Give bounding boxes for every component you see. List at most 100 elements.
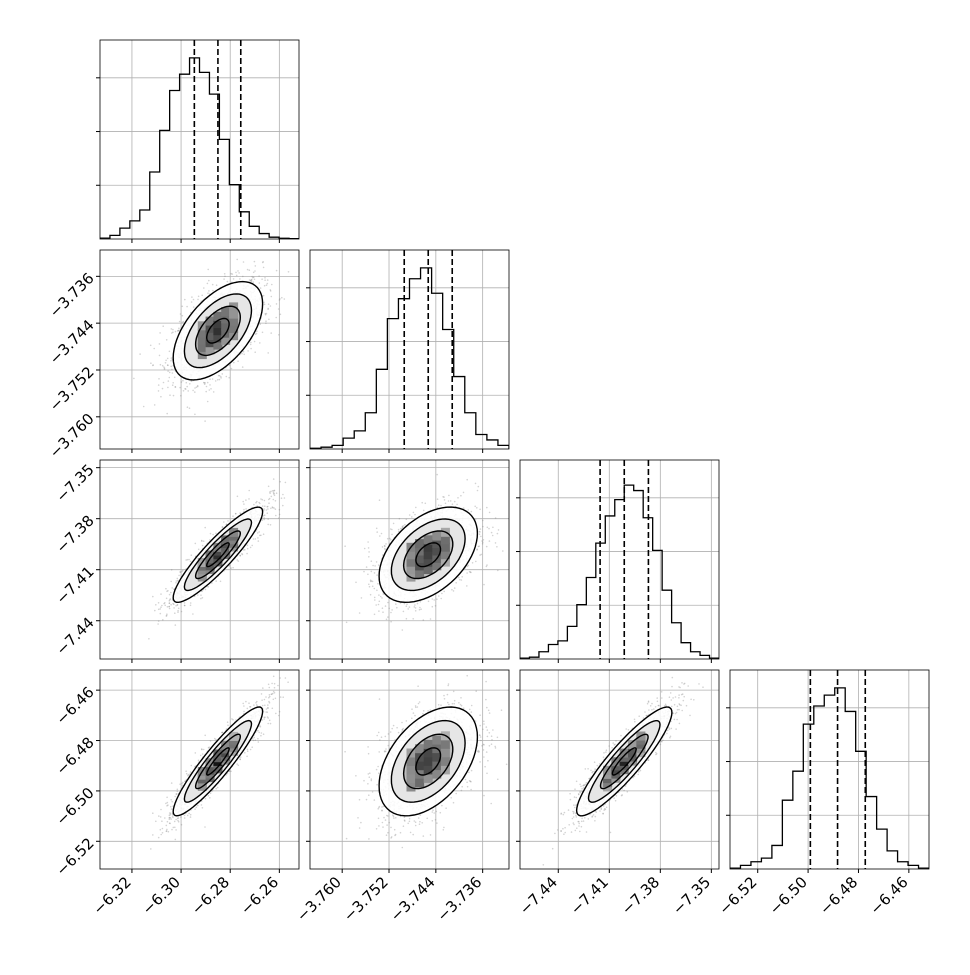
scatter-point [237,270,239,272]
scatter-point [379,499,381,501]
scatter-point [167,590,169,592]
scatter-point [189,407,191,409]
scatter-point [178,575,180,577]
scatter-point [190,605,192,607]
scatter-point [368,584,370,586]
scatter-point [271,296,273,298]
scatter-point [372,586,374,588]
scatter-point [173,604,175,606]
scatter-point [466,479,468,481]
scatter-point [378,604,380,606]
scatter-point [212,284,214,286]
scatter-point [279,481,281,483]
scatter-point [374,599,376,601]
scatter-point [236,259,238,261]
scatter-point [359,612,361,614]
scatter-point [186,386,188,388]
scatter-point [281,297,283,299]
scatter-point [404,524,406,526]
scatter-point [192,613,194,615]
scatter-point [197,594,199,596]
scatter-point [237,360,239,362]
scatter-point [264,505,266,507]
scatter-point [263,302,265,304]
scatter-point [263,517,265,519]
scatter-point [220,581,222,583]
scatter-point [441,593,443,595]
scatter-point [480,528,482,530]
scatter-point [264,285,266,287]
scatter-point [492,535,494,537]
scatter-point [398,531,400,533]
scatter-point [270,290,272,292]
scatter-point [241,353,243,355]
scatter-point [160,606,162,608]
scatter-point [203,287,205,289]
scatter-point [175,331,177,333]
scatter-point [158,384,160,386]
scatter-point [162,365,164,367]
scatter-point [232,515,234,517]
scatter-point [219,379,221,381]
scatter-point [374,565,376,567]
scatter-point [168,380,170,382]
scatter-point [479,554,481,556]
scatter-point [483,539,485,541]
scatter-point [355,582,357,584]
scatter-point [369,586,371,588]
scatter-point [476,507,478,509]
scatter-point [420,608,422,610]
scatter-point [267,512,269,514]
scatter-point [177,604,179,606]
scatter-point [414,604,416,606]
scatter-point [167,358,169,360]
scatter-point [259,342,261,344]
scatter-point [448,495,450,497]
scatter-point [208,586,210,588]
scatter-point [376,528,378,530]
scatter-point [414,606,416,608]
scatter-point [497,570,499,572]
scatter-point [371,571,373,573]
scatter-point [387,602,389,604]
scatter-point [262,499,264,501]
y-tick-label: −3.760 [46,410,98,462]
scatter-point [226,376,228,378]
scatter-point [259,323,261,325]
scatter-point [406,604,408,606]
scatter-point [184,605,186,607]
scatter-point [197,385,199,387]
density-panel: −7.44−7.41−7.38−7.35 [52,460,299,663]
scatter-point [382,607,384,609]
scatter-point [376,561,378,563]
scatter-point [167,364,169,366]
scatter-point [432,606,434,608]
scatter-point [467,509,469,511]
scatter-point [168,606,170,608]
scatter-point [238,560,240,562]
scatter-point [273,499,275,501]
y-tick-label: −7.41 [52,563,97,608]
scatter-point [263,519,265,521]
scatter-point [227,520,229,522]
scatter-point [391,609,393,611]
scatter-point [183,390,185,392]
scatter-point [171,587,173,589]
scatter-point [176,580,178,582]
scatter-point [488,528,490,530]
scatter-point [248,490,250,492]
scatter-point [495,517,497,519]
scatter-point [476,549,478,551]
scatter-point [184,299,186,301]
scatter-point [395,603,397,605]
scatter-point [270,305,272,307]
scatter-point [275,500,277,502]
scatter-point [497,533,499,535]
scatter-point [164,602,166,604]
scatter-point [162,619,164,621]
scatter-point [477,490,479,492]
scatter-point [194,391,196,393]
scatter-point [162,388,164,390]
scatter-point [167,387,169,389]
scatter-point [164,368,166,370]
